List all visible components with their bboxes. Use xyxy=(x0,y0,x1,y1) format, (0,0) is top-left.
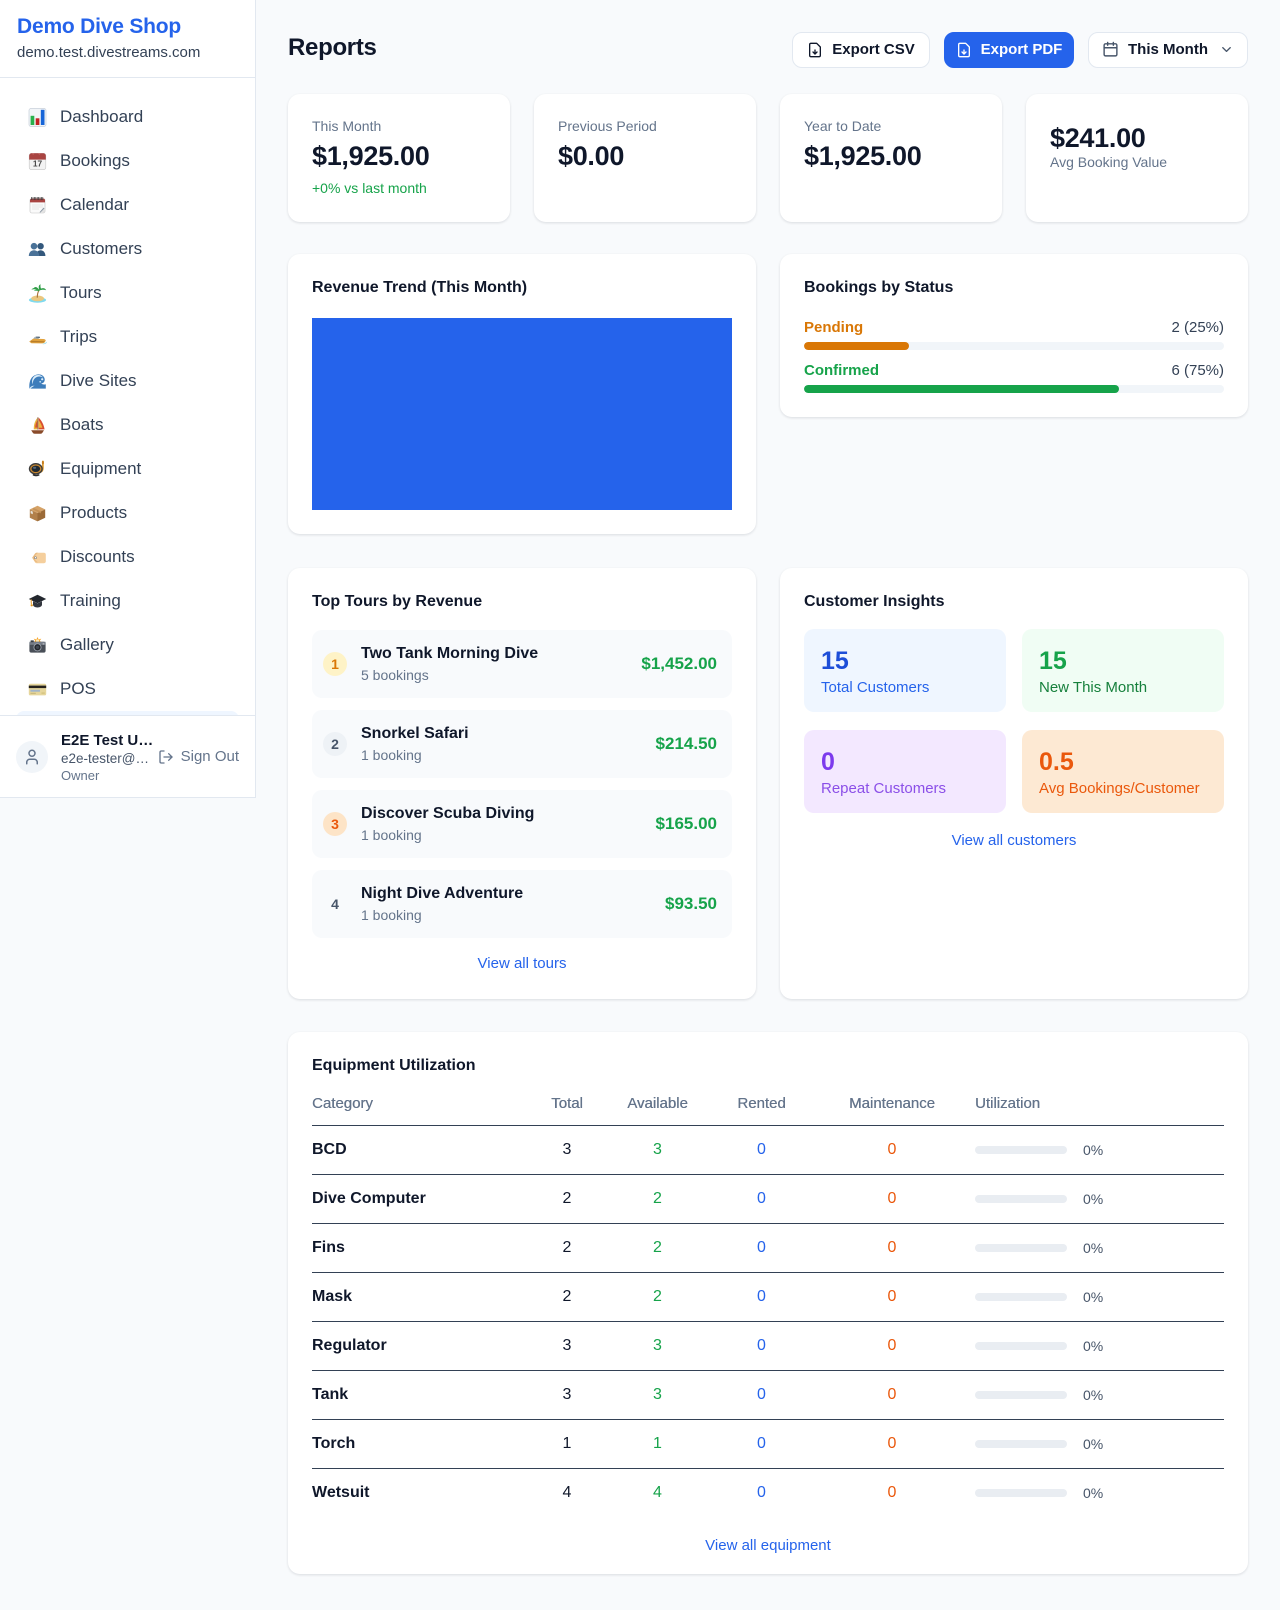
svg-text:17: 17 xyxy=(33,158,43,168)
